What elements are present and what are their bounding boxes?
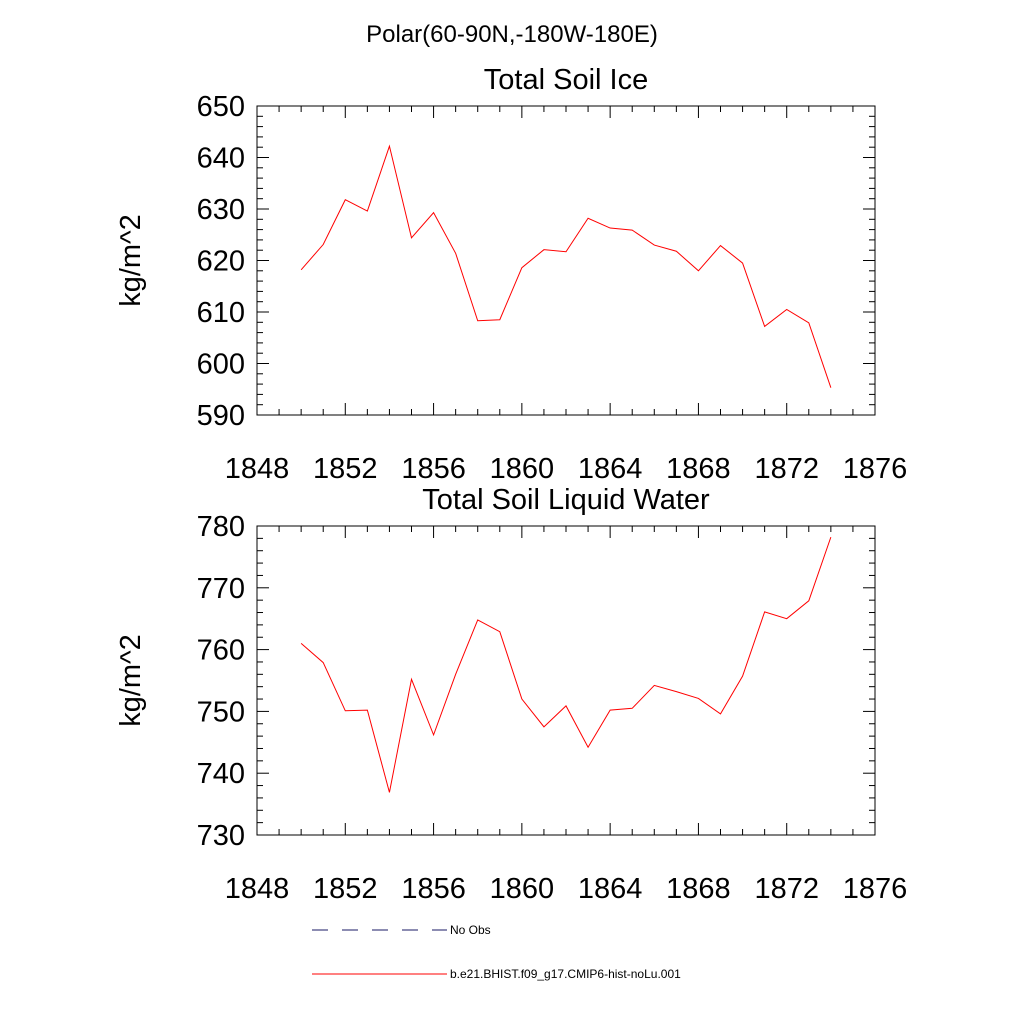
panel-total-soil-ice: Total Soil Ice 1848 1852 1856 1860 1864 1868 18… (115, 64, 907, 485)
x-tick-label: 1876 (843, 453, 908, 485)
x-tick-label: 1860 (490, 873, 555, 905)
x-tick-label: 1856 (401, 453, 466, 485)
x-tick-label: 1872 (754, 873, 819, 905)
y-tick-label: 740 (197, 758, 245, 790)
x-tick-label: 1852 (313, 453, 378, 485)
panel-title: Total Soil Liquid Water (422, 484, 710, 516)
x-tick-label: 1868 (666, 453, 731, 485)
plot-frame (256, 105, 876, 416)
y-tick-label: 640 (197, 143, 245, 175)
panel-total-soil-liquid-water: Total Soil Liquid Water 1848 1852 1856 1860 1… (115, 484, 907, 905)
y-tick-label: 650 (197, 91, 245, 123)
x-tick-label: 1852 (313, 873, 378, 905)
series-line (300, 536, 832, 793)
y-tick-label: 730 (197, 820, 245, 852)
legend: No Obs b.e21.BHIST.f09_g17.CMIP6-hist-no… (312, 923, 681, 981)
y-tick-label: 600 (197, 349, 245, 381)
legend-no-obs-label: No Obs (450, 923, 491, 937)
x-tick-label: 1876 (843, 873, 908, 905)
y-tick-label: 620 (197, 246, 245, 278)
y-tick-label: 770 (197, 573, 245, 605)
y-tick-label: 760 (197, 635, 245, 667)
x-tick-label: 1864 (578, 453, 643, 485)
x-tick-label: 1848 (225, 453, 290, 485)
y-axis-label: kg/m^2 (115, 214, 147, 307)
x-tick-label: 1856 (401, 873, 466, 905)
y-tick-label: 610 (197, 297, 245, 329)
x-tick-label: 1864 (578, 873, 643, 905)
x-tick-label: 1848 (225, 873, 290, 905)
panel-title: Total Soil Ice (484, 64, 648, 96)
y-tick-label: 590 (197, 400, 245, 432)
y-tick-label: 750 (197, 696, 245, 728)
plot-frame (256, 525, 876, 836)
y-tick-label: 780 (197, 511, 245, 543)
x-tick-label: 1868 (666, 873, 731, 905)
y-axis-label: kg/m^2 (115, 634, 147, 727)
legend-series-label: b.e21.BHIST.f09_g17.CMIP6-hist-noLu.001 (450, 967, 681, 981)
x-tick-label: 1872 (754, 453, 819, 485)
y-tick-label: 630 (197, 194, 245, 226)
series-line (300, 144, 832, 388)
x-tick-label: 1860 (490, 453, 555, 485)
figure-title: Polar(60-90N,-180W-180E) (366, 21, 658, 48)
